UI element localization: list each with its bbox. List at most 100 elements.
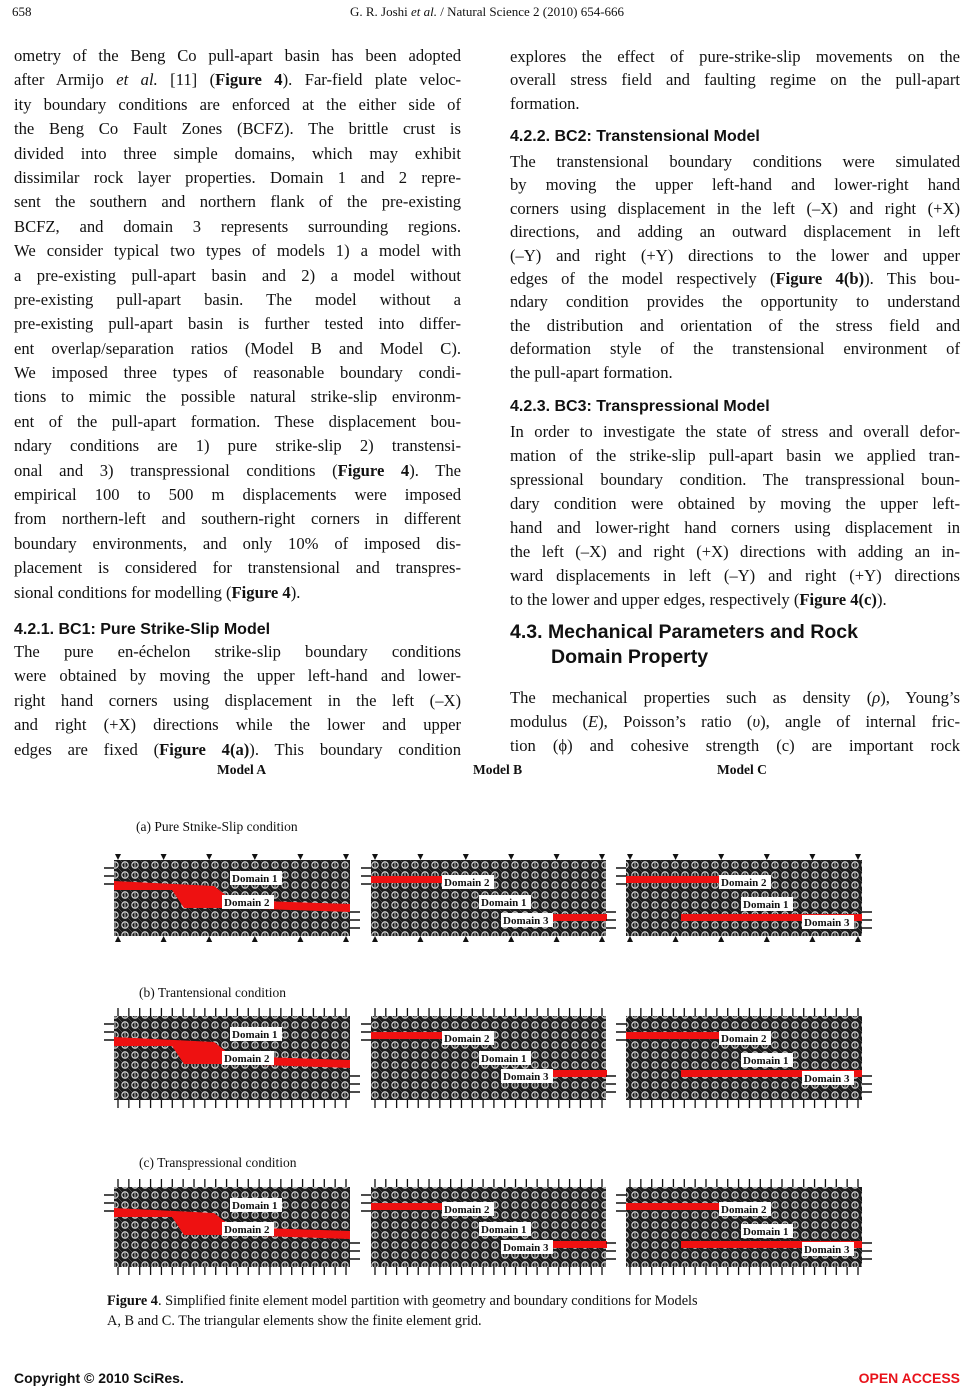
figure-panel-a-model-b: Domain 2 Domain 1 Domain 3 (361, 854, 616, 942)
bold-text: Figure 4 (337, 460, 410, 480)
fault-segment-red (626, 876, 731, 883)
paragraph: explores the effect of pure-strike-slip … (510, 45, 960, 115)
running-title: G. R. Joshi et al. / Natural Science 2 (… (0, 4, 974, 20)
text-run: onal and 3) transpressional conditions ( (14, 460, 338, 480)
text-line: boundary environments, and only 10% of i… (14, 533, 461, 553)
domain-label-box (479, 1051, 531, 1065)
model-c-label: Model C (717, 762, 767, 777)
figure-panel-b-model-c: Domain 2 Domain 1 Domain 3 (616, 1008, 872, 1108)
fault-zone-red (114, 1037, 350, 1068)
text-run: ), angle of internal fric- (760, 712, 960, 731)
heading-line: 4.3. Mechanical Parameters and Rock (510, 621, 858, 643)
text-line: tion (ϕ) and cohesive strength (c) are i… (510, 736, 960, 755)
text-line: We imposed three types of reasonable bou… (14, 363, 461, 383)
domain-label: Domain 1 (481, 897, 527, 909)
text-line: tions to mimic the possible natural stri… (14, 387, 461, 407)
figure-panel-b-model-b: Domain 2 Domain 1 Domain 3 (361, 1008, 616, 1108)
text-line: sional conditions for modelling (Figure … (14, 581, 461, 605)
paragraph: ometry of the Beng Co pull-apart basin h… (14, 44, 461, 605)
domain-label: Domain 1 (743, 1055, 789, 1067)
text-line: placement is considered for transtension… (14, 558, 461, 578)
fixed-support-icon (508, 936, 515, 942)
fault-segment-red (506, 1241, 607, 1248)
figure-caption-line-1: Figure 4. Simplified finite element mode… (107, 1291, 698, 1311)
fixed-support-icon (297, 854, 304, 860)
text-line: empirical 100 to 500 m displacements wer… (14, 485, 461, 505)
fixed-support-icon (809, 854, 816, 860)
domain-label: Domain 2 (444, 1204, 490, 1216)
domain-label-box (719, 875, 771, 889)
italic-text: E (588, 712, 599, 731)
italic-text: et al. (116, 70, 158, 90)
text-line: right hand corners using displacement in… (14, 690, 461, 710)
text-line: ent of the pull-apart formation. These d… (14, 411, 461, 431)
text-line: to the lower and upper edges, respective… (510, 588, 960, 612)
fixed-support-icon (462, 854, 469, 860)
text-line: explores the effect of pure-strike-slip … (510, 47, 960, 66)
text-line: mation of the strike-slip pull-apart bas… (510, 446, 960, 465)
fixed-support-icon (718, 936, 725, 942)
fixed-support-icon (417, 854, 424, 860)
paragraph: The mechanical properties such as densit… (510, 686, 960, 758)
text-line: divided into three simple domains, which… (14, 143, 461, 163)
text-line: the distribution and orientation of the … (510, 315, 960, 335)
domain-label-box (230, 871, 282, 885)
open-access-badge[interactable]: OPEN ACCESS (858, 1370, 960, 1386)
text-line: BCFZ, and domain 3 represents surroundin… (14, 216, 461, 236)
text-line: ndary conditions are 1) pure strike-slip… (14, 436, 461, 456)
text-line: dary condition were obtained by moving t… (510, 494, 960, 513)
fixed-support-icon (672, 854, 679, 860)
fixed-support-icon (627, 854, 633, 860)
paragraph: The transtensional boundary conditions w… (510, 150, 960, 384)
text-line: deformation style of the transtensional … (510, 339, 960, 359)
domain-label-box (741, 897, 793, 911)
domain-label: Domain 1 (232, 1029, 278, 1041)
fault-segment-red (626, 1032, 731, 1039)
text-run: to the lower and upper edges, respective… (510, 590, 800, 609)
fixed-support-icon (372, 854, 378, 860)
condition-c-label: (c) Transpressional condition (139, 1155, 297, 1170)
bold-text: Figure 4 (107, 1293, 158, 1309)
fault-segment-red (506, 1070, 607, 1077)
text-line: were obtained by moving the upper left-h… (14, 666, 461, 686)
fixed-support-icon (160, 854, 167, 860)
domain-label-box (741, 1053, 793, 1067)
domain-label-box (222, 1222, 274, 1236)
fixed-support-icon (115, 854, 121, 860)
text-line: dissimilar rock layer properties. Domain… (14, 167, 461, 187)
fixed-support-icon (206, 936, 213, 942)
text-line: from northern-left and southern-right co… (14, 509, 461, 529)
domain-label-box (479, 895, 531, 909)
fixed-support-icon (809, 936, 816, 942)
domain-label-box (741, 1224, 793, 1238)
text-line: directions, and adding an outward displa… (510, 222, 960, 242)
text-run: sional conditions for modelling ( (14, 582, 232, 602)
fixed-support-icon (251, 936, 258, 942)
domain-label-box (442, 1031, 494, 1045)
text-run: ). Far-field plate veloc- (282, 70, 461, 90)
bold-text: Figure 4(b) (775, 268, 865, 288)
section-heading: 4.2.1. BC1: Pure Strike-Slip Model (14, 621, 271, 638)
fault-zone-red (114, 1208, 350, 1239)
fault-segment-red (371, 876, 463, 883)
fixed-support-icon (372, 936, 378, 942)
domain-label: Domain 1 (743, 1226, 789, 1238)
text-run: [11] ( (157, 70, 216, 90)
italic-text: et al. (411, 4, 438, 19)
text-run: edges are fixed ( (14, 739, 160, 759)
figure-panel-c-model-c: Domain 2 Domain 1 Domain 3 (616, 1179, 872, 1275)
text-line: We consider typical two types of models … (14, 241, 461, 261)
paragraph: In order to investigate the state of str… (510, 420, 960, 612)
text-line: a pre-existing pull-apart basin and 2) a… (14, 265, 461, 285)
domain-label: Domain 1 (743, 899, 789, 911)
bold-text: Figure 4(a) (159, 739, 250, 759)
italic-text: υ (752, 712, 761, 731)
domain-label: Domain 1 (232, 1200, 278, 1212)
fixed-support-icon (855, 854, 861, 860)
fault-segment-red (681, 1070, 862, 1077)
domain-label-box (442, 1202, 494, 1216)
fixed-support-icon (553, 936, 560, 942)
fault-segment-red (506, 914, 607, 921)
domain-label: Domain 1 (481, 1224, 527, 1236)
text-run: ), Poisson’s ratio ( (598, 712, 753, 731)
